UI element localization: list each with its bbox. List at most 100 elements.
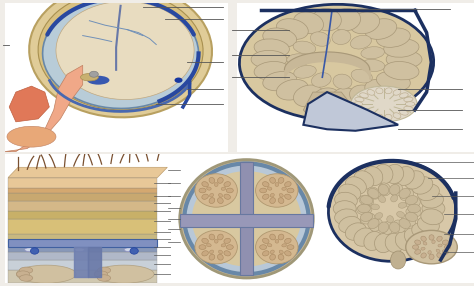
Ellipse shape: [346, 223, 366, 240]
Ellipse shape: [270, 234, 275, 240]
Ellipse shape: [385, 88, 392, 94]
Ellipse shape: [412, 223, 433, 240]
Ellipse shape: [29, 0, 212, 117]
Ellipse shape: [421, 247, 425, 250]
Ellipse shape: [405, 196, 418, 205]
Ellipse shape: [395, 231, 414, 251]
Ellipse shape: [284, 194, 291, 199]
Ellipse shape: [207, 244, 211, 247]
Ellipse shape: [393, 90, 401, 95]
Ellipse shape: [255, 174, 298, 207]
Ellipse shape: [379, 183, 391, 196]
Ellipse shape: [275, 239, 279, 243]
Ellipse shape: [353, 102, 363, 106]
Ellipse shape: [293, 41, 316, 54]
Ellipse shape: [218, 198, 223, 204]
Ellipse shape: [226, 188, 233, 193]
Bar: [8, 242, 157, 252]
Ellipse shape: [397, 211, 405, 218]
Ellipse shape: [221, 244, 226, 247]
Ellipse shape: [421, 253, 426, 258]
Ellipse shape: [209, 198, 215, 204]
Ellipse shape: [224, 251, 230, 256]
Ellipse shape: [293, 12, 323, 34]
Ellipse shape: [382, 221, 393, 235]
Ellipse shape: [432, 240, 435, 244]
Ellipse shape: [364, 231, 383, 251]
Ellipse shape: [385, 164, 404, 184]
Ellipse shape: [7, 126, 56, 147]
Ellipse shape: [276, 80, 308, 100]
Ellipse shape: [209, 234, 215, 240]
Bar: [8, 252, 157, 260]
Ellipse shape: [423, 242, 427, 245]
Ellipse shape: [209, 177, 215, 183]
Bar: [8, 239, 157, 247]
Ellipse shape: [398, 202, 407, 208]
Ellipse shape: [429, 254, 434, 259]
Ellipse shape: [210, 250, 214, 254]
Ellipse shape: [263, 182, 269, 187]
Ellipse shape: [218, 234, 223, 240]
Ellipse shape: [278, 198, 284, 204]
Ellipse shape: [350, 85, 380, 107]
Ellipse shape: [224, 182, 230, 187]
Ellipse shape: [383, 61, 419, 80]
Ellipse shape: [400, 189, 413, 200]
Ellipse shape: [376, 28, 410, 47]
Ellipse shape: [401, 215, 416, 226]
Ellipse shape: [404, 228, 424, 246]
Ellipse shape: [202, 238, 209, 243]
Ellipse shape: [210, 193, 214, 197]
Ellipse shape: [359, 195, 374, 206]
Ellipse shape: [282, 187, 286, 190]
Ellipse shape: [25, 248, 35, 252]
Ellipse shape: [383, 39, 419, 57]
Ellipse shape: [218, 177, 223, 183]
Ellipse shape: [332, 8, 361, 31]
Ellipse shape: [442, 250, 448, 254]
Ellipse shape: [333, 201, 356, 216]
Ellipse shape: [202, 182, 209, 187]
Ellipse shape: [339, 184, 361, 200]
Ellipse shape: [412, 245, 419, 249]
Ellipse shape: [385, 114, 392, 120]
Ellipse shape: [282, 244, 286, 247]
Ellipse shape: [192, 171, 301, 267]
Ellipse shape: [263, 194, 269, 199]
Ellipse shape: [365, 19, 397, 39]
Ellipse shape: [56, 1, 194, 100]
Ellipse shape: [221, 187, 226, 190]
Bar: [8, 201, 157, 211]
Ellipse shape: [374, 164, 393, 184]
Ellipse shape: [355, 106, 364, 111]
Ellipse shape: [415, 250, 421, 254]
Ellipse shape: [310, 32, 330, 46]
Ellipse shape: [442, 240, 448, 245]
Ellipse shape: [399, 219, 410, 229]
Ellipse shape: [368, 188, 379, 198]
Ellipse shape: [214, 239, 218, 243]
Ellipse shape: [400, 110, 408, 115]
Ellipse shape: [421, 192, 444, 208]
Ellipse shape: [360, 110, 368, 115]
Ellipse shape: [284, 251, 291, 256]
Ellipse shape: [354, 228, 374, 246]
Ellipse shape: [199, 188, 206, 193]
Ellipse shape: [180, 160, 313, 278]
Ellipse shape: [202, 251, 209, 256]
Ellipse shape: [270, 198, 275, 204]
Ellipse shape: [279, 250, 283, 254]
Ellipse shape: [417, 217, 439, 233]
Ellipse shape: [415, 240, 421, 245]
Ellipse shape: [202, 194, 209, 199]
Ellipse shape: [376, 114, 383, 120]
Ellipse shape: [421, 236, 426, 241]
Ellipse shape: [98, 275, 111, 281]
Ellipse shape: [361, 59, 385, 72]
Ellipse shape: [404, 106, 413, 111]
Ellipse shape: [374, 233, 393, 253]
Ellipse shape: [87, 76, 109, 85]
Ellipse shape: [263, 28, 297, 47]
Ellipse shape: [395, 166, 414, 186]
